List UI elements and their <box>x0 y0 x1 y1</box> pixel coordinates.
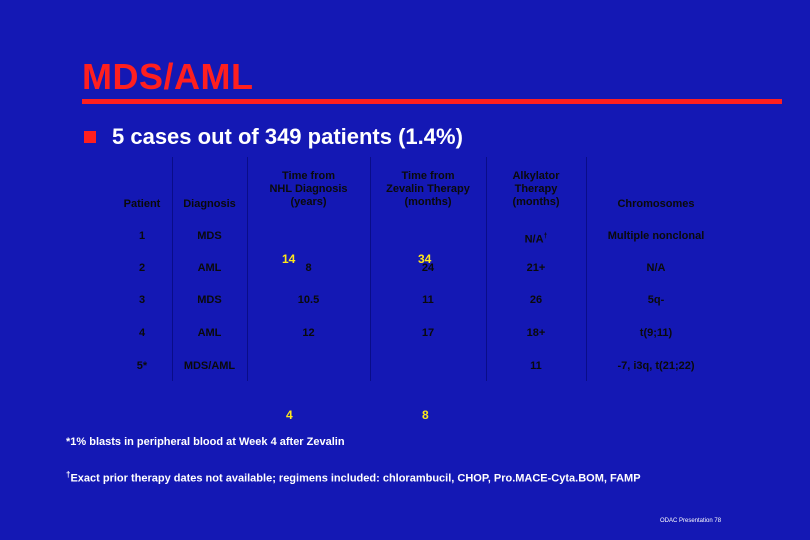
header-line: Time from <box>401 170 455 182</box>
footnote-star: *1% blasts in peripheral blood at Week 4… <box>66 436 345 448</box>
title-underline <box>82 99 782 104</box>
table-cell: MDS <box>197 230 222 242</box>
table-divider <box>486 157 487 381</box>
table-cell: 24 <box>421 262 435 274</box>
dagger-mark: † <box>543 233 548 240</box>
table-cell: N/A <box>646 262 666 274</box>
table-divider <box>370 157 371 381</box>
annotation-zevalin-below: 8 <box>422 408 429 422</box>
table-cell: AML <box>197 327 222 339</box>
header-line: (months) <box>512 196 560 208</box>
col-header-patient: Patient <box>123 198 161 210</box>
header-line: NHL Diagnosis <box>269 183 348 195</box>
annotation-zevalin-row2: 34 <box>418 252 432 266</box>
footer-slide-number: ODAC Presentation 78 <box>660 518 722 524</box>
table-cell: 17 <box>421 327 435 339</box>
col-header-alkylator: Alkylator Therapy (months) <box>486 170 586 209</box>
table-cell: Multiple nonclonal <box>607 230 705 242</box>
header-line: Zevalin Therapy <box>386 183 470 195</box>
footnote-text: Exact prior therapy dates not available;… <box>70 472 641 485</box>
table-cell: t(9;11) <box>639 327 673 339</box>
footnote-dagger: †Exact prior therapy dates not available… <box>66 470 641 485</box>
header-line: (months) <box>404 196 452 208</box>
table-cell: 12 <box>302 327 315 339</box>
bullet-square-icon <box>84 131 96 143</box>
table-divider <box>586 157 587 381</box>
bullet-text: 5 cases out of 349 patients (1.4%) <box>112 124 463 149</box>
table-divider <box>172 157 173 381</box>
table-cell: 11 <box>530 360 542 372</box>
table-cell: MDS <box>197 294 222 306</box>
table-cell: 10.5 <box>297 294 320 306</box>
dagger-mark: † <box>66 470 71 479</box>
annotation-nhl-below: 4 <box>286 408 293 422</box>
slide-title: MDS/AML <box>82 56 254 97</box>
col-header-chromosomes: Chromosomes <box>617 198 695 210</box>
header-line: Alkylator <box>512 170 560 182</box>
table-cell: 4 <box>138 327 146 339</box>
table-cell: 11 <box>422 294 434 306</box>
table-divider <box>247 157 248 381</box>
header-line: Therapy <box>514 183 558 195</box>
cell-value: N/A <box>524 233 544 246</box>
annotation-nhl-row2: 14 <box>282 252 296 266</box>
table-cell: 1 <box>138 230 146 242</box>
table-cell: N/A† <box>486 230 586 247</box>
header-line: (years) <box>290 196 327 208</box>
bullet-point: 5 cases out of 349 patients (1.4%) <box>84 124 463 150</box>
header-line: Time from <box>282 170 335 182</box>
table-cell: 5q- <box>647 294 665 306</box>
table-cell: AML <box>197 262 222 274</box>
table-cell: 2 <box>138 262 146 274</box>
table-cell: 3 <box>138 294 146 306</box>
col-header-diagnosis: Diagnosis <box>183 198 236 210</box>
table-cell: 18+ <box>526 327 546 339</box>
table-cell: 8 <box>305 262 312 274</box>
table-cell: 5* <box>136 360 148 372</box>
col-header-time-nhl: Time from NHL Diagnosis (years) <box>247 170 370 209</box>
col-header-time-zevalin: Time from Zevalin Therapy (months) <box>370 170 486 209</box>
table-cell: MDS/AML <box>183 360 236 372</box>
table-cell: 26 <box>529 294 543 306</box>
table-cell: -7, i3q, t(21;22) <box>617 360 695 372</box>
table-cell: 21+ <box>526 262 546 274</box>
